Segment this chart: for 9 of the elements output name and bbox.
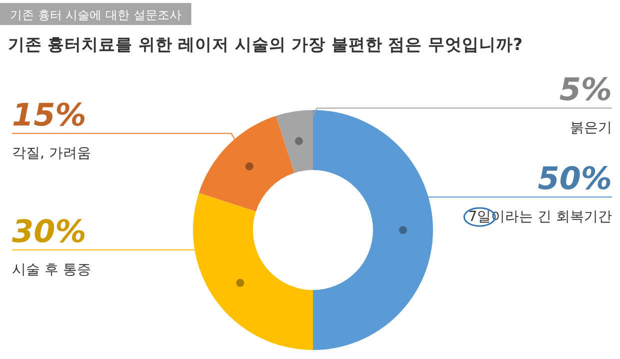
chart-subtitle: 기존 흉터 시술에 대한 설문조사 — [10, 8, 182, 22]
data-label: 30% — [12, 214, 86, 250]
data-label: 50% — [538, 161, 612, 197]
slice-label: 붉은기 — [570, 120, 612, 136]
data-label: 15% — [12, 97, 86, 134]
slice-label: 각질, 가려움 — [12, 145, 91, 162]
data-label: 5% — [559, 72, 612, 108]
chart-title: 기존 흉터치료를 위한 레이저 시술의 가장 불편한 점은 무엇입니까? — [8, 35, 523, 54]
slice-label: 시술 후 통증 — [12, 262, 91, 278]
